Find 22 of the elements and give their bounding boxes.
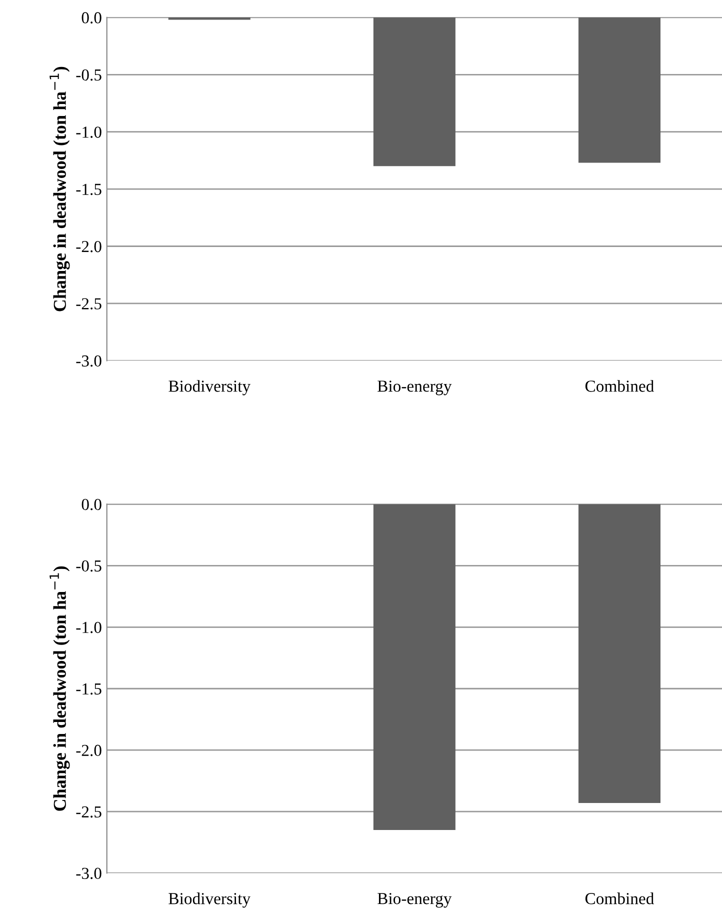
y-tick-label: -2.0 — [76, 240, 102, 252]
x-tick-label: Bio-energy — [378, 380, 452, 396]
y-tick-label: -1.5 — [76, 683, 102, 695]
x-tick-label: Biodiversity — [168, 380, 251, 396]
y-tick-label: -2.5 — [76, 298, 102, 310]
y-tick-label: -2.5 — [76, 806, 102, 818]
x-tick-label: Bio-energy — [378, 893, 452, 908]
x-tick-label: Combined — [585, 380, 654, 392]
y-tick-label: -2.0 — [76, 744, 102, 756]
y-tick-label: -0.5 — [76, 560, 102, 572]
y-tick-label: 0.0 — [82, 12, 102, 24]
x-tick-label: Combined — [585, 892, 654, 904]
y-tick-label: -1.0 — [76, 126, 102, 138]
y-tick-label: 0.0 — [82, 498, 102, 510]
x-tick-label: Biodiversity — [168, 892, 251, 908]
y-tick-label: -1.0 — [76, 622, 102, 634]
y-tick-label: -1.5 — [76, 184, 102, 196]
y-axis-title: Change in deadwood (ton ha$^{−1}$) — [50, 66, 70, 312]
y-tick-label: -0.5 — [76, 69, 102, 81]
y-tick-label: -3.0 — [76, 355, 102, 367]
y-tick-label: -3.0 — [76, 868, 102, 880]
y-axis-title: Change in deadwood (ton ha$^{−1}$) — [50, 566, 70, 811]
